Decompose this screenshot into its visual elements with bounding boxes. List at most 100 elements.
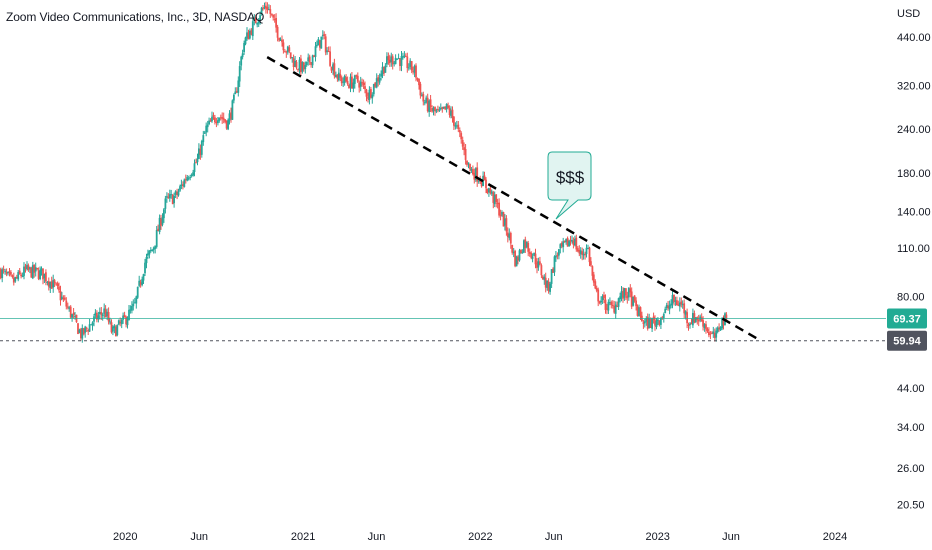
candle [167, 193, 170, 199]
candle [117, 319, 120, 326]
candle [23, 262, 25, 280]
candle [393, 61, 396, 67]
candle [423, 99, 426, 106]
candle [250, 28, 253, 36]
candle [235, 87, 238, 93]
candle [270, 13, 273, 17]
candle [613, 300, 616, 314]
candle [677, 300, 680, 307]
candle [343, 74, 346, 86]
candle [709, 331, 712, 340]
currency-label: USD [897, 8, 920, 20]
candle [292, 54, 295, 71]
candle [20, 272, 22, 279]
candle [495, 194, 498, 208]
x-tick-label: 2021 [291, 531, 315, 543]
candle [218, 117, 221, 123]
candle [400, 51, 403, 72]
candle [614, 301, 617, 319]
candle [155, 226, 158, 249]
candle [348, 83, 350, 89]
candle [469, 163, 471, 172]
candle [607, 299, 610, 314]
candle [11, 274, 14, 279]
candle [281, 35, 283, 47]
candle [342, 77, 345, 87]
low-price-badge: 59.94 [887, 330, 927, 351]
candle [29, 266, 31, 274]
last-price-badge: 69.37 [887, 308, 927, 329]
candle [142, 273, 145, 284]
candle [591, 265, 594, 281]
time-axis[interactable]: 2020 Jun 2021 Jun 2022 Jun 2023 Jun 2024 [113, 531, 847, 543]
candle [684, 310, 687, 320]
candle [147, 249, 149, 259]
candle [514, 249, 516, 268]
candle [555, 251, 557, 262]
y-tick-label: 80.00 [897, 292, 925, 304]
candle [377, 75, 380, 87]
candle [272, 14, 275, 21]
candle [571, 235, 573, 244]
candle [504, 214, 506, 231]
candle [359, 76, 362, 92]
candle [540, 263, 543, 278]
candle [171, 193, 174, 205]
candle [234, 87, 237, 95]
candle [15, 274, 18, 279]
candle [91, 321, 94, 331]
candle [457, 121, 460, 133]
x-tick-label: Jun [722, 531, 740, 543]
candle [310, 62, 312, 68]
candle [266, 2, 269, 14]
candle [268, 4, 270, 11]
candle [339, 69, 342, 82]
price-axis[interactable]: USD 20.50 26.00 34.00 44.00 80.00 110.00 140.0… [897, 8, 931, 511]
candle [132, 299, 135, 311]
candle [276, 24, 279, 42]
candle [558, 248, 560, 260]
candle [517, 255, 519, 265]
candle [619, 292, 621, 303]
candle [192, 169, 194, 177]
candle [547, 278, 550, 294]
candle [498, 198, 500, 218]
candle [94, 309, 97, 319]
candle [221, 112, 224, 124]
candle [388, 54, 391, 67]
candle [670, 299, 672, 309]
candle [664, 306, 667, 314]
trendline[interactable] [266, 56, 762, 342]
candle [33, 264, 36, 278]
candle [304, 61, 307, 74]
candle [673, 294, 675, 306]
candle [499, 209, 502, 221]
candle [240, 55, 243, 71]
candle [505, 215, 508, 236]
candle [319, 40, 321, 51]
candle [476, 162, 479, 187]
candle [627, 287, 630, 301]
x-tick-label: Jun [368, 531, 386, 543]
callout-bubble[interactable]: $$$ [547, 151, 592, 220]
candle [297, 68, 299, 72]
candle [148, 250, 151, 259]
candle [113, 324, 116, 334]
chart-title: Zoom Video Communications, Inc., 3D, NAS… [6, 10, 265, 24]
candle [563, 240, 566, 243]
candle [61, 291, 63, 301]
candle [442, 106, 445, 110]
candle [17, 270, 20, 282]
candle [445, 103, 448, 113]
candle [68, 305, 71, 312]
candle [305, 61, 308, 67]
candle [521, 249, 524, 254]
candle [63, 295, 66, 301]
x-tick-label: 2024 [823, 531, 847, 543]
candle [40, 266, 43, 276]
candle [374, 82, 377, 89]
candle [713, 328, 716, 342]
candle [590, 257, 592, 267]
candle [72, 308, 75, 319]
